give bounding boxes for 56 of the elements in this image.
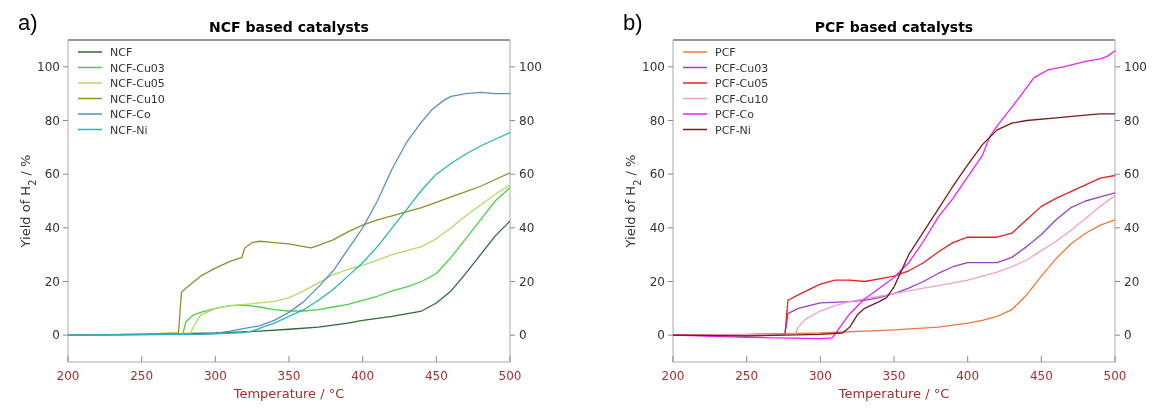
x-tick-label: 350 xyxy=(882,369,906,383)
x-tick-label: 400 xyxy=(351,369,375,383)
x-tick-label: 300 xyxy=(808,369,832,383)
y-tick-label: 100 xyxy=(642,59,665,74)
text: a) xyxy=(18,10,38,35)
legend-label: PCF-Ni xyxy=(715,123,751,137)
y-tick-label: 40 xyxy=(44,220,60,235)
x-axis-title: Temperature / °C xyxy=(232,386,345,401)
y2-tick-label: 20 xyxy=(519,274,535,289)
x-tick-label: 200 xyxy=(56,369,80,383)
x-tick-label: 250 xyxy=(130,369,154,383)
legend-label: PCF-Co xyxy=(715,108,755,121)
y-tick-label: 20 xyxy=(649,274,665,289)
x-tick-label: 450 xyxy=(1029,369,1053,383)
y2-tick-label: 40 xyxy=(519,220,535,235)
y-tick-label: 0 xyxy=(52,328,60,343)
y-tick-label: 0 xyxy=(657,328,665,343)
y2-tick-label: 80 xyxy=(1124,113,1140,128)
legend-label: PCF-Cu03 xyxy=(715,61,769,75)
legend-label: NCF xyxy=(110,46,133,59)
x-tick-label: 500 xyxy=(498,369,522,383)
x-tick-label: 350 xyxy=(277,369,301,383)
legend-label: NCF-Cu10 xyxy=(110,92,165,106)
y-tick-label: 60 xyxy=(44,167,60,182)
y2-tick-label: 100 xyxy=(1124,59,1147,74)
x-tick-label: 200 xyxy=(661,369,685,383)
legend-label: NCF-Co xyxy=(110,108,151,121)
y2-tick-label: 40 xyxy=(1124,220,1140,235)
y-tick-label: 100 xyxy=(37,59,60,74)
x-tick-label: 250 xyxy=(735,369,759,383)
legend-label: PCF-Cu05 xyxy=(715,77,769,90)
y2-tick-label: 80 xyxy=(519,113,535,128)
legend-label: NCF-Cu03 xyxy=(110,61,165,75)
y-tick-label: 20 xyxy=(44,274,60,289)
y2-tick-label: 0 xyxy=(519,328,527,343)
chart-title: PCF based catalysts xyxy=(814,19,974,35)
y2-tick-label: 0 xyxy=(1124,328,1132,343)
x-tick-label: 450 xyxy=(424,369,448,383)
y2-tick-label: 60 xyxy=(519,167,535,182)
x-tick-label: 300 xyxy=(203,369,227,383)
y-tick-label: 60 xyxy=(649,167,665,182)
chart-title: NCF based catalysts xyxy=(209,19,369,35)
y2-tick-label: 20 xyxy=(1124,274,1140,289)
legend-label: NCF-Cu05 xyxy=(110,77,165,90)
x-tick-label: 500 xyxy=(1103,369,1127,383)
y-tick-label: 80 xyxy=(649,113,665,128)
y-tick-label: 80 xyxy=(44,113,60,128)
legend-label: PCF-Cu10 xyxy=(715,92,769,106)
y-tick-label: 40 xyxy=(649,220,665,235)
x-tick-label: 400 xyxy=(956,369,980,383)
legend-label: PCF xyxy=(715,46,736,59)
y2-tick-label: 100 xyxy=(519,59,542,74)
x-axis-title: Temperature / °C xyxy=(837,386,950,401)
text: b) xyxy=(623,10,643,35)
y2-tick-label: 60 xyxy=(1124,167,1140,182)
legend-label: NCF-Ni xyxy=(110,123,148,137)
